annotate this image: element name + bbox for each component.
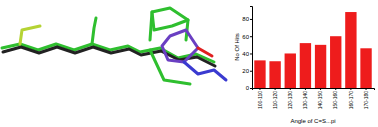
tick-label: 80 [242, 16, 249, 22]
molecule-stick [184, 62, 226, 80]
tick: 160-170 [348, 88, 354, 109]
bar [300, 43, 311, 88]
tick: 110-120 [272, 88, 278, 109]
tick-mark [259, 88, 260, 90]
tick-mark [250, 19, 252, 20]
tick: 100-110 [257, 88, 263, 109]
bar [330, 36, 341, 88]
bar [269, 61, 280, 88]
molecule-stick [150, 50, 190, 84]
tick: 120-130 [287, 88, 293, 109]
tick-mark [250, 53, 252, 54]
bar [345, 12, 356, 88]
bars [254, 12, 371, 88]
figure: 0 20 40 60 80 100-110 110-120 120-130 130-140 140… [0, 0, 378, 127]
chart: 0 20 40 60 80 100-110 110-120 120-130 130-140 140… [234, 7, 375, 125]
tick-mark [350, 88, 351, 90]
tick: 40 [242, 51, 252, 57]
tick-label: 40 [242, 51, 249, 57]
tick-mark [275, 88, 276, 90]
tick: 0 [246, 85, 252, 91]
molecule-overlay [2, 8, 226, 84]
tick-label: 170-180 [363, 91, 369, 110]
tick-mark [320, 88, 321, 90]
y-axis-title: No Of Hits [234, 33, 240, 61]
tick-label: 20 [242, 68, 249, 74]
axis-line [253, 89, 375, 91]
tick-label: 0 [246, 85, 250, 91]
x-axis: 100-110 110-120 120-130 130-140 140-150 150-1… [253, 88, 375, 109]
tick-label: 130-140 [302, 91, 308, 110]
tick: 60 [242, 34, 252, 40]
tick-label: 100-110 [257, 91, 263, 109]
tick-label: 160-170 [348, 91, 354, 110]
tick-mark [250, 88, 252, 89]
tick-mark [366, 88, 367, 90]
y-axis: 0 20 40 60 80 [242, 7, 252, 92]
tick-label: 140-150 [317, 91, 323, 110]
tick-mark [305, 88, 306, 90]
bar [360, 48, 371, 88]
tick-label: 60 [242, 34, 249, 40]
tick-label: 120-130 [287, 91, 293, 110]
tick-mark [335, 88, 336, 90]
bar [254, 60, 265, 88]
molecule-stick [198, 48, 212, 56]
molecule-stick [152, 12, 188, 30]
tick-mark [250, 71, 252, 72]
bar [315, 45, 326, 88]
tick: 130-140 [302, 88, 308, 109]
bar [285, 53, 296, 88]
x-axis-title: Angle of C=S...pi [290, 118, 335, 124]
tick-mark [290, 88, 291, 90]
tick-label: 110-120 [272, 91, 278, 109]
molecule-stick [20, 26, 40, 44]
tick: 150-160 [332, 88, 338, 109]
tick: 170-180 [363, 88, 369, 109]
tick-mark [250, 36, 252, 37]
tick: 140-150 [317, 88, 323, 109]
tick: 80 [242, 16, 252, 22]
molecule-stick [162, 30, 198, 62]
axis-line [250, 7, 253, 89]
tick: 20 [242, 68, 252, 74]
tick-label: 150-160 [332, 91, 338, 110]
molecule-stick [92, 18, 96, 44]
